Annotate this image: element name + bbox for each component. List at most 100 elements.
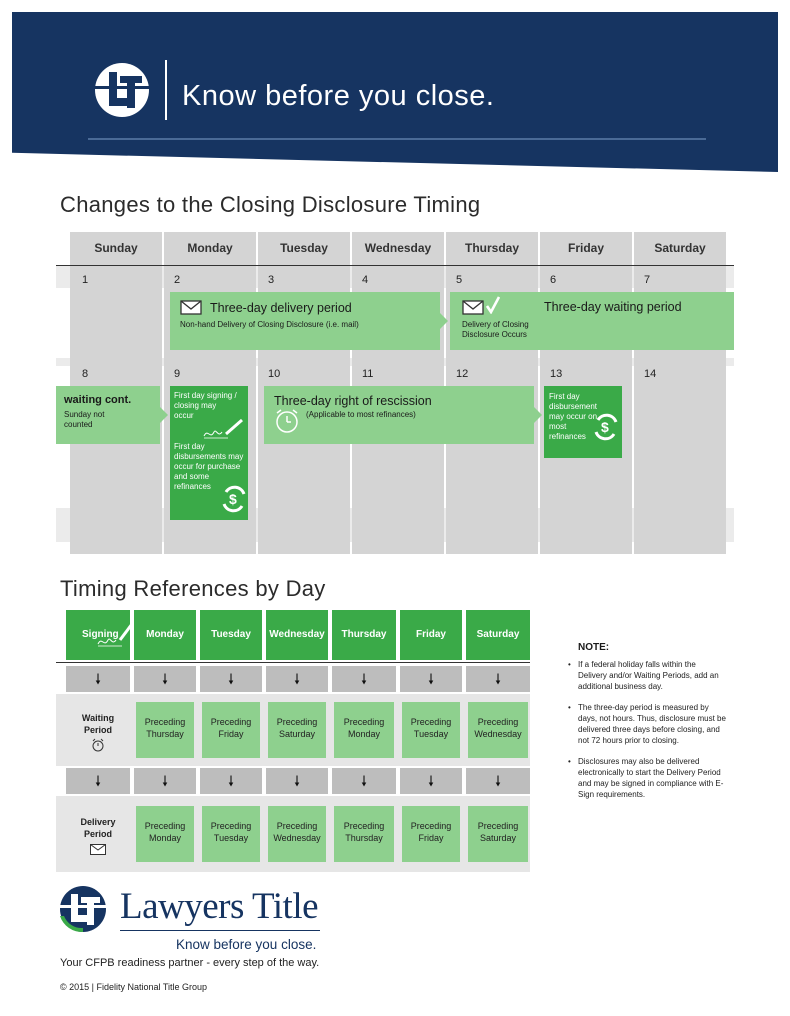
header-signing: Signing xyxy=(66,610,134,660)
day-name: Monday xyxy=(187,241,233,255)
down-arrow-icon: 🠗 xyxy=(266,666,328,692)
alarm-clock-icon xyxy=(92,738,104,752)
down-arrow-icon: 🠗 xyxy=(466,666,530,692)
pen-signature-icon xyxy=(97,623,134,647)
header-cell: Monday xyxy=(134,610,196,660)
header-rule xyxy=(88,138,706,140)
first-day-disbursement-refi-text: First day disbursement may occur on most… xyxy=(549,392,598,441)
day-name: Friday xyxy=(567,241,604,255)
delivery-value: Preceding Wednesday xyxy=(268,806,326,862)
timing-table: Signing Monday Tuesday Wednesday Thursda… xyxy=(56,610,530,872)
delivery-value: Preceding Tuesday xyxy=(202,806,260,862)
day-name: Tuesday xyxy=(280,241,328,255)
date-number: 4 xyxy=(362,274,369,286)
delivery-value: Preceding Thursday xyxy=(334,806,394,862)
date-number: 7 xyxy=(644,274,651,286)
money-cycle-icon: $ xyxy=(594,413,618,441)
delivery-period-label: Delivery Period xyxy=(66,796,130,872)
waiting-value: Preceding Saturday xyxy=(268,702,326,758)
day-name: Thursday xyxy=(464,241,519,255)
down-arrow-icon: 🠗 xyxy=(400,666,462,692)
delivery-value: Preceding Saturday xyxy=(468,806,528,862)
lt-logo-icon xyxy=(58,886,108,933)
waiting-cont-arrow xyxy=(160,407,168,423)
header-banner: Know before you close. xyxy=(12,12,778,172)
date-number: 10 xyxy=(268,368,281,380)
date-number: 8 xyxy=(82,368,89,380)
day-name: Wednesday xyxy=(364,241,432,255)
delivery-period-box: Three-day delivery period Non-hand Deliv… xyxy=(170,292,440,350)
envelope-icon xyxy=(462,300,484,315)
waiting-value: Preceding Thursday xyxy=(136,702,194,758)
waiting-value: Preceding Tuesday xyxy=(402,702,460,758)
down-arrow-icon: 🠗 xyxy=(134,768,196,794)
down-arrow-icon: 🠗 xyxy=(200,666,262,692)
checkmark-icon xyxy=(486,296,500,314)
calendar: Sunday Monday Tuesday Wednesday Thursday… xyxy=(56,232,734,554)
first-day-disbursement-refi-box: First day disbursement may occur on most… xyxy=(544,386,622,458)
date-number: 12 xyxy=(456,368,469,380)
waiting-period-label-text: Waiting Period xyxy=(81,713,115,735)
svg-text:$: $ xyxy=(229,491,237,507)
waiting-period-sub: Delivery of Closing Disclosure Occurs xyxy=(462,320,529,339)
note-list: If a federal holiday falls within the De… xyxy=(566,659,726,800)
alarm-clock-icon xyxy=(276,409,298,433)
delivery-arrow xyxy=(440,313,448,329)
date-number: 2 xyxy=(174,274,181,286)
down-arrow-icon: 🠗 xyxy=(66,666,130,692)
date-number: 14 xyxy=(644,368,657,380)
header-cell: Tuesday xyxy=(200,610,262,660)
header-divider xyxy=(165,60,167,120)
delivery-value: Preceding Monday xyxy=(136,806,194,862)
note-item: The three-day period is measured by days… xyxy=(566,702,726,746)
rescission-title: Three-day right of rescission xyxy=(274,394,432,408)
delivery-period-label-text: Delivery Period xyxy=(80,817,116,839)
note-title: NOTE: xyxy=(578,642,610,653)
waiting-value: Preceding Wednesday xyxy=(468,702,528,758)
date-number: 5 xyxy=(456,274,463,286)
date-number: 11 xyxy=(362,368,374,380)
svg-text:$: $ xyxy=(601,419,609,435)
delivery-period-title: Three-day delivery period xyxy=(210,301,352,315)
down-arrow-icon: 🠗 xyxy=(134,666,196,692)
first-day-signing-text: First day signing / closing may occur xyxy=(174,391,237,420)
lt-logo-icon xyxy=(94,63,150,117)
footer-brand: Lawyers Title xyxy=(120,886,319,927)
footer-rule xyxy=(120,930,320,931)
note-item: If a federal holiday falls within the De… xyxy=(566,659,726,692)
note-panel: NOTE: If a federal holiday falls within … xyxy=(566,642,726,810)
down-arrow-icon: 🠗 xyxy=(66,768,130,794)
first-day-disbursement-purchase-text: First day disbursements may occur for pu… xyxy=(174,442,244,491)
header-cell: Thursday xyxy=(332,610,396,660)
waiting-cont-title: waiting cont. xyxy=(64,394,132,406)
day-name: Saturday xyxy=(654,241,706,255)
waiting-value: Preceding Monday xyxy=(334,702,394,758)
header-tagline: Know before you close. xyxy=(182,80,495,112)
timing-header-rule xyxy=(56,662,530,663)
down-arrow-icon: 🠗 xyxy=(332,768,396,794)
footer-tagline: Know before you close. xyxy=(176,937,317,952)
down-arrow-icon: 🠗 xyxy=(266,768,328,794)
date-number: 1 xyxy=(82,274,89,286)
rescission-sub: (Applicable to most refinances) xyxy=(306,410,416,419)
delivery-value: Preceding Friday xyxy=(402,806,460,862)
first-day-signing-box: First day signing / closing may occur Fi… xyxy=(170,386,248,520)
date-number: 13 xyxy=(550,368,563,380)
calendar-header-rule xyxy=(56,265,734,266)
date-number: 9 xyxy=(174,368,181,380)
header-cell: Friday xyxy=(400,610,462,660)
envelope-icon xyxy=(90,844,106,855)
waiting-value: Preceding Friday xyxy=(202,702,260,758)
footer-partner-text: Your CFPB readiness partner - every step… xyxy=(60,957,320,969)
waiting-period-label: Waiting Period xyxy=(66,694,130,766)
calendar-title: Changes to the Closing Disclosure Timing xyxy=(60,192,481,217)
rescission-arrow xyxy=(534,407,542,423)
header-cell-label: Signing xyxy=(82,629,119,640)
header-cell: Saturday xyxy=(466,610,530,660)
day-name: Sunday xyxy=(94,241,138,255)
down-arrow-icon: 🠗 xyxy=(400,768,462,794)
pen-signature-icon xyxy=(203,418,243,439)
date-number: 3 xyxy=(268,274,275,286)
down-arrow-icon: 🠗 xyxy=(332,666,396,692)
note-item: Disclosures may also be delivered electr… xyxy=(566,756,726,800)
